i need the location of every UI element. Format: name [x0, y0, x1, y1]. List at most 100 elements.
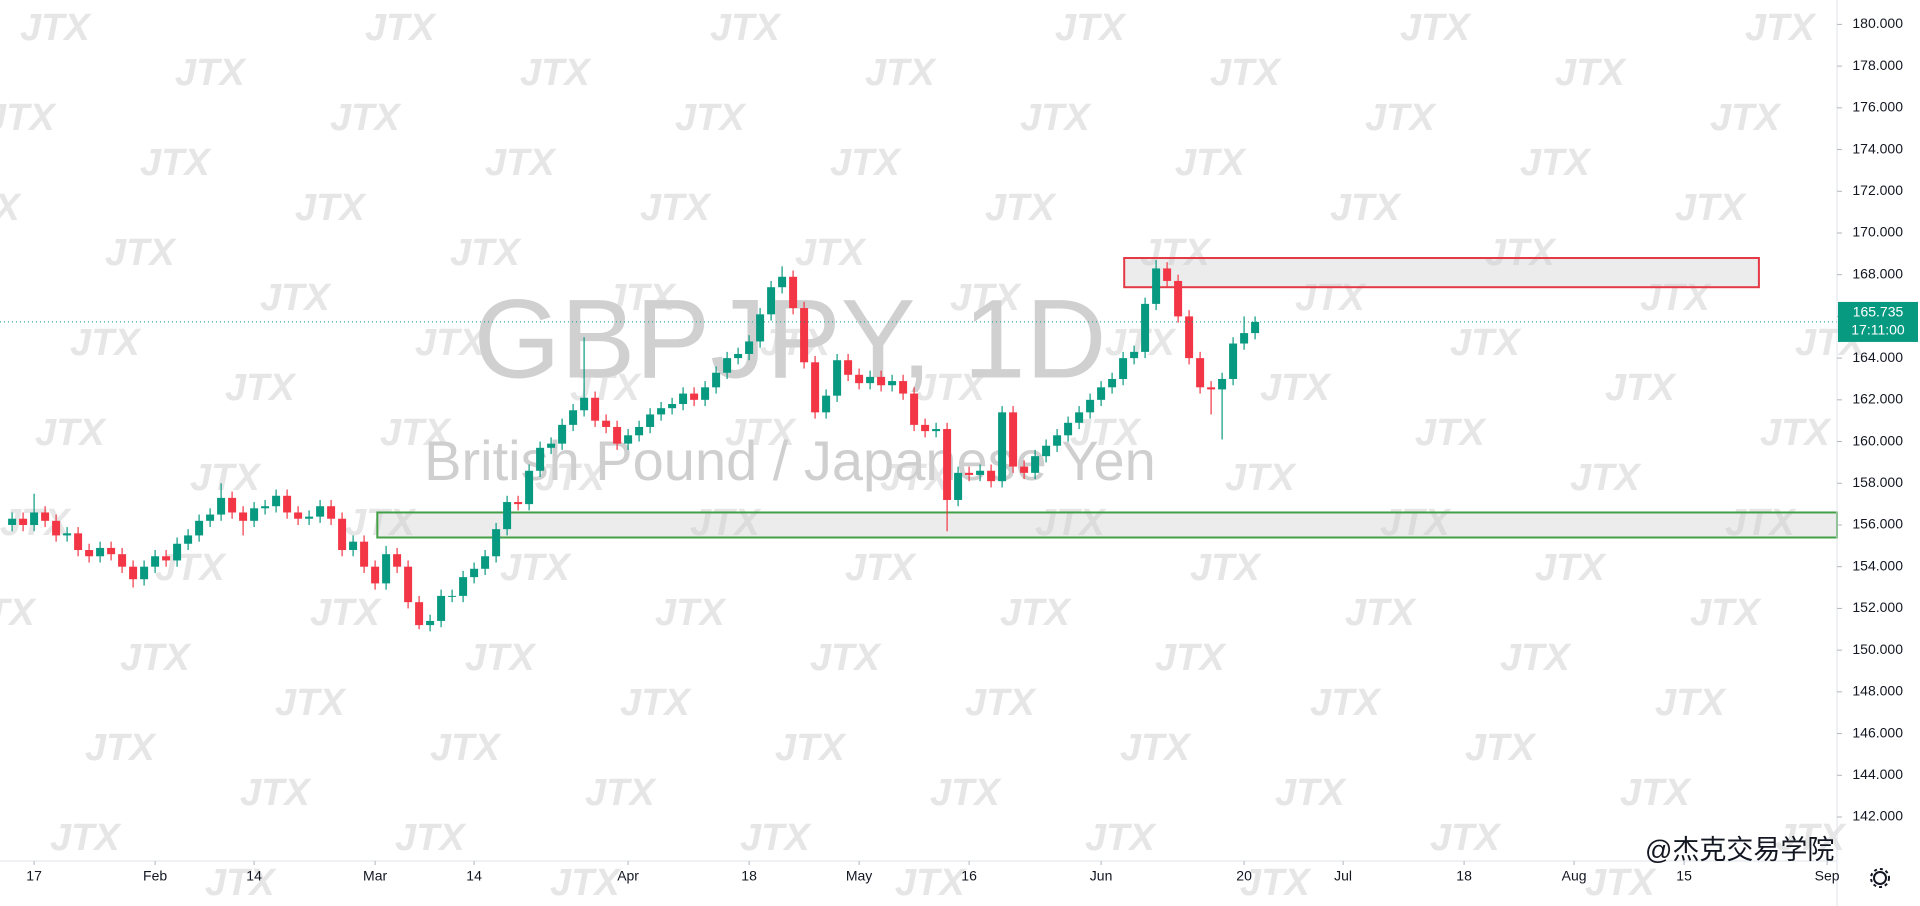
candle-body: [965, 472, 974, 475]
jtx-watermark: JTX: [1465, 727, 1537, 769]
jtx-watermark: JTX: [950, 277, 1022, 319]
watermark-layer: JTX JTX JTX JTX JTX JTX JTX JTX JTX JTX JTX JTX JTX J…: [0, 7, 1867, 904]
jtx-watermark: JTX: [1430, 817, 1502, 859]
candle-body: [481, 556, 490, 569]
candle-body: [1031, 456, 1040, 473]
jtx-watermark: JTX: [1760, 412, 1832, 454]
candle-body: [63, 533, 72, 536]
y-tick-label: 154.000: [1852, 557, 1903, 573]
candle-body: [492, 529, 501, 557]
candle-body: [767, 287, 776, 315]
candle-body: [272, 495, 281, 507]
jtx-watermark: JTX: [0, 97, 57, 139]
candle-body: [855, 374, 864, 384]
y-tick-label: 148.000: [1852, 683, 1903, 699]
jtx-watermark: JTX: [1605, 367, 1677, 409]
candle-body: [162, 556, 171, 561]
candle-body: [239, 512, 248, 521]
jtx-watermark: JTX: [175, 52, 247, 94]
candle-body: [1053, 435, 1062, 446]
candle-body: [943, 429, 952, 500]
candle-body: [470, 568, 479, 578]
jtx-watermark: JTX: [310, 592, 382, 634]
candle-body: [1097, 387, 1106, 400]
y-tick-label: 176.000: [1852, 99, 1903, 115]
plot: [0, 257, 1838, 632]
candle-body: [129, 566, 138, 580]
jtx-watermark: JTX: [465, 637, 537, 679]
y-tick-label: 162.000: [1852, 391, 1903, 407]
candle-body: [734, 353, 743, 359]
candle-body: [1009, 412, 1018, 467]
candle-body: [294, 512, 303, 519]
candle-body: [107, 547, 116, 555]
candle-body: [910, 393, 919, 425]
x-tick-label: 15: [1676, 868, 1692, 884]
candle-body: [19, 518, 28, 525]
jtx-watermark: JTX: [330, 97, 402, 139]
candle-body: [140, 566, 149, 580]
jtx-watermark: JTX: [1140, 232, 1212, 274]
candle-body: [1108, 378, 1117, 388]
candle-body: [547, 443, 556, 448]
jtx-watermark: JTX: [0, 187, 22, 229]
jtx-watermark: JTX: [1085, 817, 1157, 859]
jtx-watermark: JTX: [550, 862, 622, 904]
candle-body: [811, 362, 820, 413]
candle-body: [415, 602, 424, 626]
candle-body: [217, 497, 226, 515]
candle-body: [1064, 422, 1073, 436]
jtx-watermark: JTX: [1655, 682, 1727, 724]
candle-body: [316, 506, 325, 517]
candle-body: [1086, 399, 1095, 413]
x-tick-label: Jul: [1334, 868, 1352, 884]
jtx-watermark: JTX: [105, 232, 177, 274]
jtx-watermark: JTX: [1120, 727, 1192, 769]
jtx-watermark: JTX: [1485, 232, 1557, 274]
candle-body: [173, 543, 182, 561]
candle-body: [448, 595, 457, 597]
x-tick-label: Mar: [363, 868, 387, 884]
jtx-watermark: JTX: [1210, 52, 1282, 94]
candle-body: [844, 360, 853, 375]
candle-body: [1130, 351, 1139, 359]
jtx-watermark: JTX: [1330, 187, 1402, 229]
jtx-watermark: JTX: [275, 682, 347, 724]
candle-body: [1240, 333, 1249, 344]
x-tick-label: 18: [741, 868, 757, 884]
candle-body: [954, 472, 963, 500]
x-tick-label: Jun: [1090, 868, 1113, 884]
candle-body: [426, 620, 435, 626]
candle-body: [1163, 268, 1172, 281]
x-tick-label: 20: [1236, 868, 1252, 884]
jtx-watermark: JTX: [225, 367, 297, 409]
candle-body: [8, 518, 17, 525]
y-tick-label: 170.000: [1852, 224, 1903, 240]
last-price-box: [1838, 301, 1918, 342]
jtx-watermark: JTX: [985, 187, 1057, 229]
jtx-watermark: JTX: [430, 727, 502, 769]
y-tick-label: 164.000: [1852, 349, 1903, 365]
jtx-watermark: JTX: [20, 7, 92, 49]
candle-body: [635, 426, 644, 436]
y-tick-label: 158.000: [1852, 474, 1903, 490]
candle-body: [657, 408, 666, 415]
settings-icon[interactable]: [1870, 868, 1890, 888]
y-tick-label: 160.000: [1852, 432, 1903, 448]
jtx-watermark: JTX: [880, 457, 952, 499]
candle-body: [998, 412, 1007, 482]
jtx-watermark: JTX: [1745, 7, 1817, 49]
candle-body: [327, 506, 336, 519]
jtx-watermark: JTX: [1500, 637, 1572, 679]
jtx-watermark: JTX: [50, 817, 122, 859]
candle-body: [789, 276, 798, 309]
jtx-watermark: JTX: [1535, 547, 1607, 589]
jtx-watermark: JTX: [140, 142, 212, 184]
x-tick-label: 18: [1456, 868, 1472, 884]
candle-body: [41, 512, 50, 521]
candle-body: [1207, 387, 1216, 390]
jtx-watermark: JTX: [190, 457, 262, 499]
candle-body: [591, 397, 600, 421]
